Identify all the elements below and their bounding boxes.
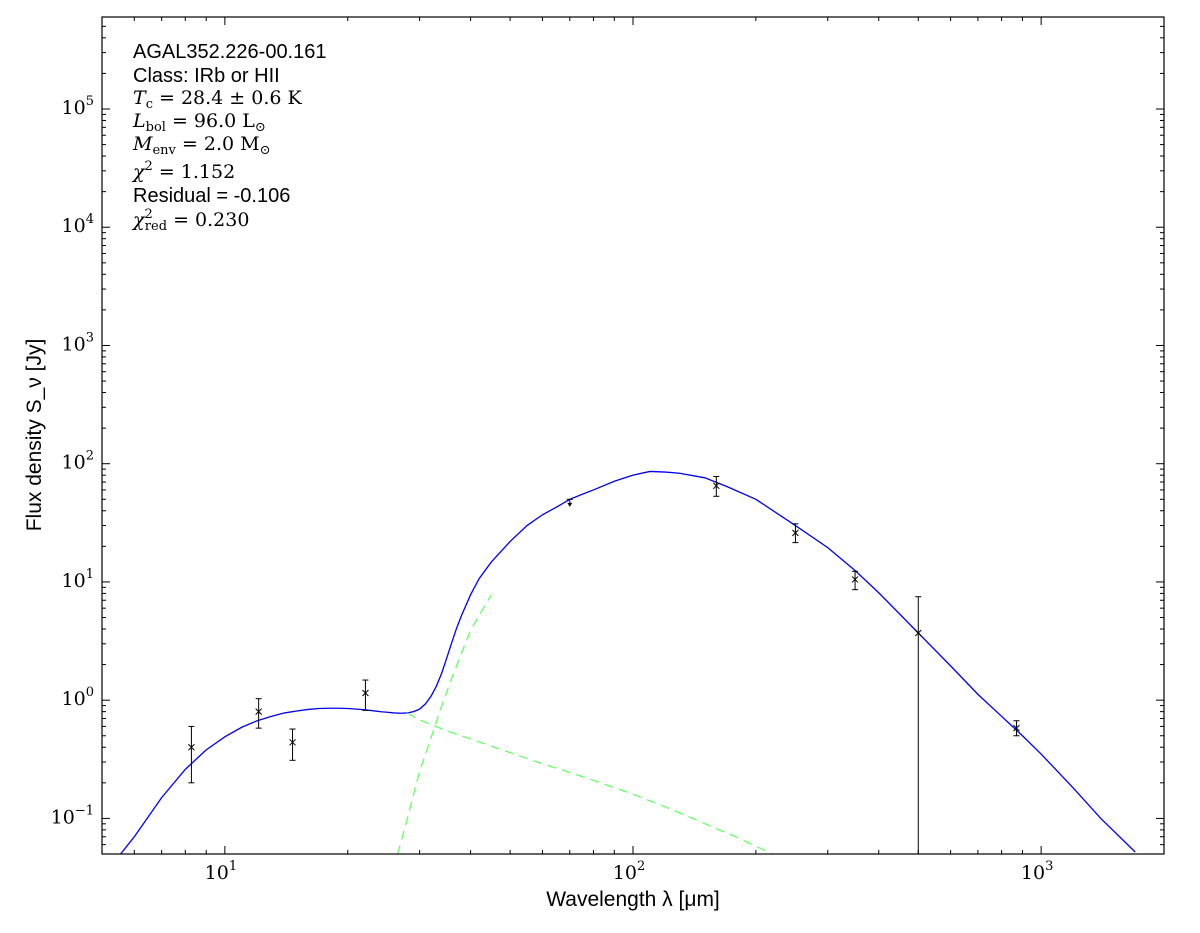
x-axis-label: Wavelength λ [μm] [546, 888, 720, 911]
y-axis-label: Flux density S_ν [Jy] [23, 339, 46, 532]
annotation-lbol: Lbol = 96.0 L⊙ [132, 110, 266, 135]
annotation-tc: Tc = 28.4 ± 0.6 K [133, 87, 303, 112]
annotation-residual: Residual = -0.106 [133, 185, 290, 207]
annotation-chi2red: χ2 red = 0.230 [131, 207, 249, 234]
data-point [362, 689, 369, 697]
y-tick-label: 102 [62, 449, 94, 474]
model-component-dashed-line-2 [407, 712, 774, 854]
upper-limit-arrow [567, 502, 573, 507]
annotation-menv: Menv = 2.0 M⊙ [132, 133, 271, 158]
y-tick-label: 10−1 [51, 803, 94, 828]
data-point [712, 482, 720, 490]
data-point [188, 743, 195, 751]
model-component-dashed-line-3 [396, 594, 493, 854]
annotation-class: Class: IRb or HII [133, 65, 280, 87]
x-tick-label: 101 [205, 859, 237, 884]
y-tick-label: 103 [62, 330, 94, 355]
data-point [851, 576, 859, 583]
data-point [289, 738, 296, 746]
annotation-box: AGAL352.226-00.161 Class: IRb or HII Tc … [131, 41, 327, 234]
y-tick-label: 105 [62, 94, 94, 119]
y-tick-label: 100 [62, 685, 94, 710]
model-total-line [119, 470, 1136, 854]
data-point [1013, 724, 1020, 732]
data-point [792, 529, 799, 537]
annotation-chi2: χ2 = 1.152 [131, 159, 235, 183]
data-point [255, 708, 263, 715]
data-point [914, 629, 922, 637]
y-tick-label: 104 [62, 212, 94, 237]
x-tick-label: 102 [613, 859, 645, 884]
y-tick-label: 101 [62, 567, 94, 592]
x-tick-label: 103 [1021, 859, 1053, 884]
annotation-source: AGAL352.226-00.161 [133, 41, 327, 63]
